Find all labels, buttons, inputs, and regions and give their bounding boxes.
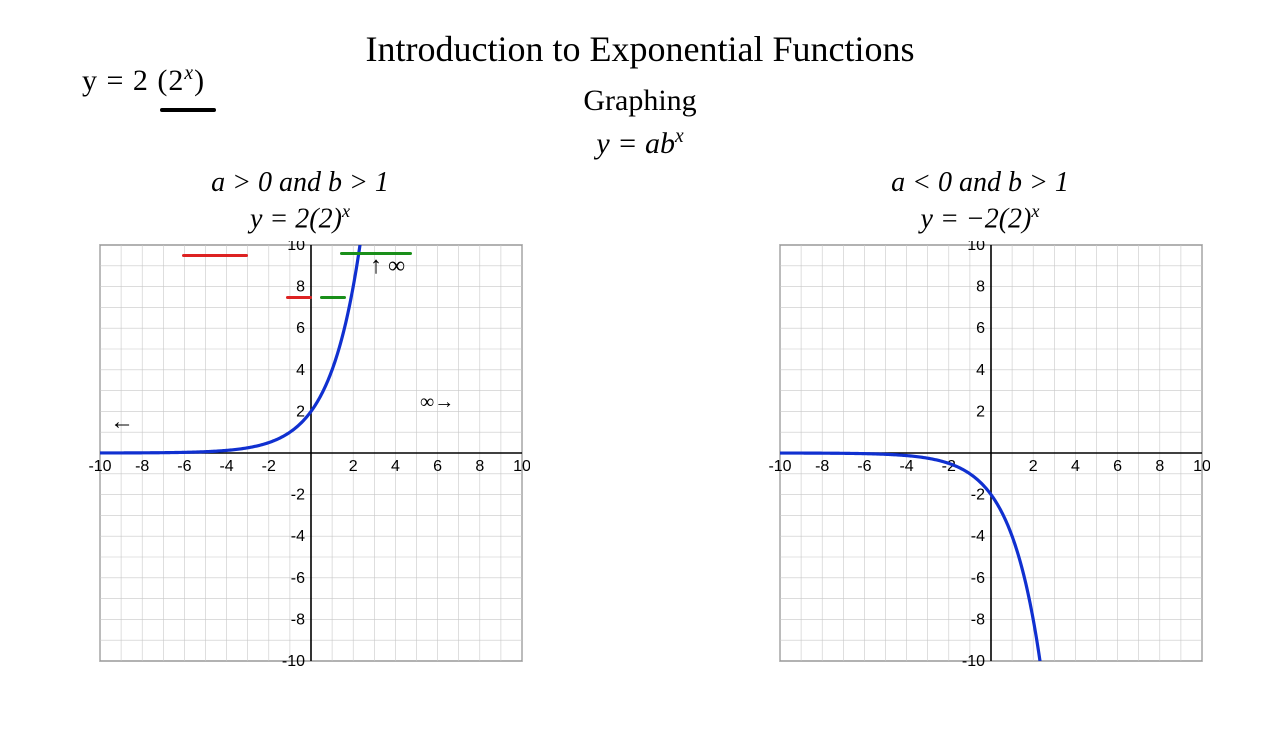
condition-underline [286,296,312,299]
svg-text:-6: -6 [857,458,871,475]
svg-text:4: 4 [1071,458,1080,475]
svg-text:-4: -4 [899,458,913,475]
right-chart-wrap: -10-8-6-4-2246810-10-8-6-4-2246810 [750,241,1210,671]
svg-text:8: 8 [475,458,484,475]
svg-text:10: 10 [513,458,530,475]
generic-formula: y = abx [0,126,1280,161]
svg-text:-10: -10 [282,653,305,670]
svg-text:2: 2 [1029,458,1038,475]
svg-text:-4: -4 [219,458,233,475]
svg-text:4: 4 [296,362,305,379]
side-infinity-annotation: ∞→ [420,391,454,414]
handwritten-equation: y = 2 (2x) [82,63,205,98]
condition-underline [320,296,346,299]
svg-text:-6: -6 [291,570,305,587]
svg-text:10: 10 [967,241,985,254]
svg-text:-8: -8 [135,458,149,475]
left-chart: -10-8-6-4-2246810-10-8-6-4-2246810 [70,241,530,671]
svg-text:8: 8 [1155,458,1164,475]
handwritten-underline [160,108,216,112]
left-panel: a > 0 and b > 1 y = 2(2)x -10 -8 -6 -4 -2 2 4 6… [70,167,530,671]
left-arrow-annotation: ← [110,409,134,436]
svg-text:8: 8 [296,279,305,296]
svg-text:10: 10 [287,241,305,254]
right-equation: y = −2(2)x [921,201,1040,235]
svg-text:-4: -4 [291,529,305,546]
svg-text:6: 6 [976,321,985,338]
svg-text:2: 2 [349,458,358,475]
svg-text:2: 2 [976,404,985,421]
svg-text:-8: -8 [971,612,985,629]
svg-text:-8: -8 [815,458,829,475]
left-condition: a > 0 and b > 1 [211,167,389,199]
svg-text:-2: -2 [262,458,276,475]
svg-text:6: 6 [1113,458,1122,475]
condition-underline [182,254,248,257]
svg-text:10: 10 [1193,458,1210,475]
svg-text:8: 8 [976,279,985,296]
left-equation: y = 2(2)x [250,201,350,235]
svg-text:6: 6 [296,321,305,338]
svg-text:4: 4 [391,458,400,475]
right-condition: a < 0 and b > 1 [891,167,1069,199]
svg-text:-10: -10 [768,458,791,475]
svg-text:-10: -10 [88,458,111,475]
svg-text:-2: -2 [291,487,305,504]
svg-text:-10: -10 [962,653,985,670]
right-chart: -10-8-6-4-2246810-10-8-6-4-2246810 [750,241,1210,671]
svg-text:-8: -8 [291,612,305,629]
svg-text:-6: -6 [971,570,985,587]
left-chart-wrap: -10-8-6-4-2246810-10-8-6-4-2246810 ← ↑ ∞… [70,241,530,671]
right-panel: a < 0 and b > 1 y = −2(2)x -10 -8 -6 -4 -2 2 4… [750,167,1210,671]
svg-text:-2: -2 [971,487,985,504]
svg-text:-6: -6 [177,458,191,475]
svg-text:-4: -4 [971,529,985,546]
svg-text:4: 4 [976,362,985,379]
condition-underline [340,252,412,255]
up-infinity-annotation: ↑ ∞ [370,253,405,280]
svg-text:6: 6 [433,458,442,475]
